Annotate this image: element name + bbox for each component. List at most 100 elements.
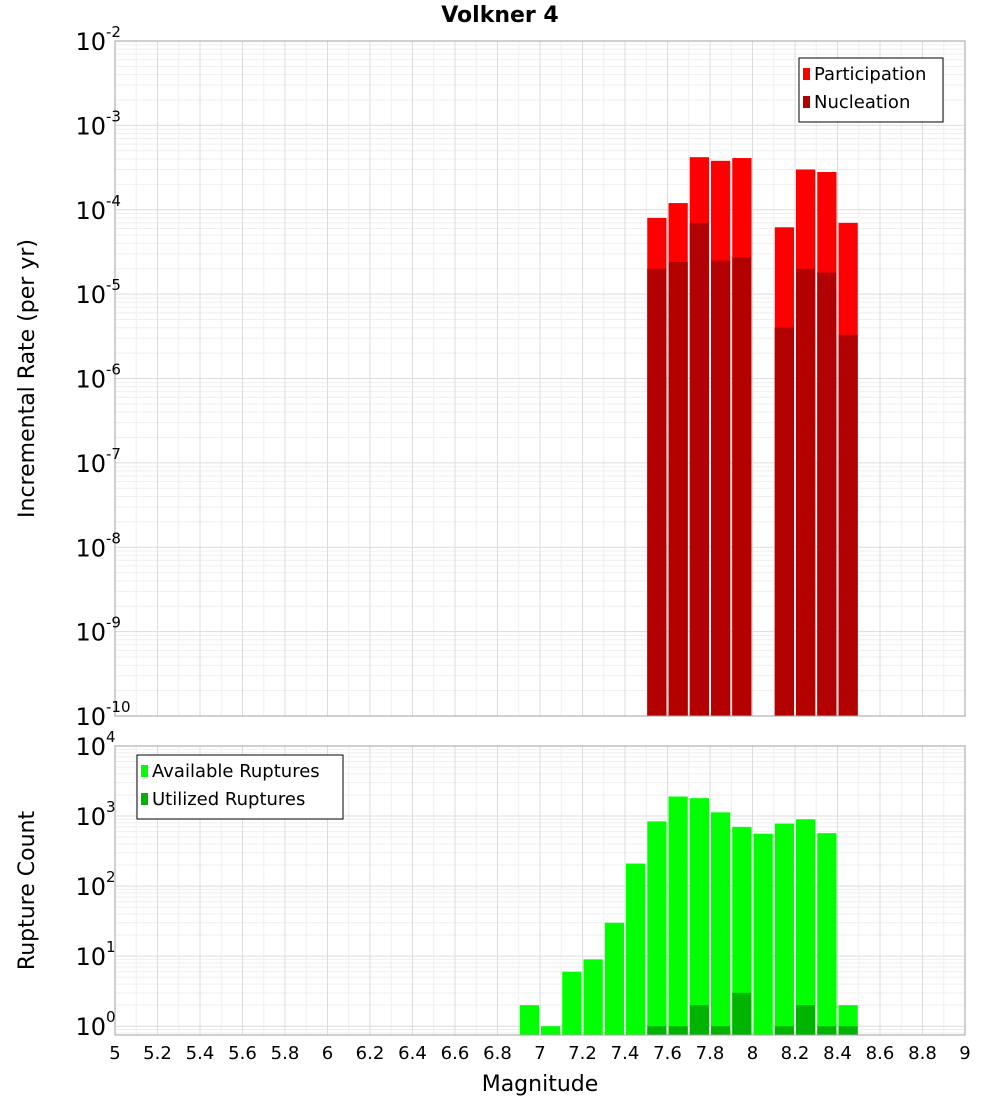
count-y-tick-label: 10 4 <box>75 728 115 761</box>
rate-y-tick-exponent: -4 <box>106 192 121 210</box>
count-x-axis-label: Magnitude <box>482 1072 599 1097</box>
rate-y-tick-exponent: -8 <box>106 529 121 547</box>
rate-y-tick-label: 10 -4 <box>75 192 121 225</box>
count-bar-0-5 <box>626 863 646 1035</box>
count-legend-swatch <box>141 765 148 777</box>
count-bar-0-8 <box>689 798 709 1035</box>
rate-y-tick-base: 10 <box>75 197 106 225</box>
rate-y-tick-label: 10 -3 <box>75 107 121 140</box>
count-x-tick-label: 7 <box>534 1043 545 1064</box>
count-x-tick-label: 5.2 <box>143 1043 172 1064</box>
count-x-tick-label: 7.8 <box>696 1043 725 1064</box>
count-x-tick-label: 6.2 <box>356 1043 385 1064</box>
rate-y-tick-base: 10 <box>75 28 106 56</box>
rate-y-axis-label: Incremental Rate (per yr) <box>15 239 40 518</box>
count-y-tick-label: 10 0 <box>75 1008 115 1041</box>
count-y-tick-base: 10 <box>75 873 106 901</box>
rate-y-tick-base: 10 <box>75 450 106 478</box>
count-bar-0-2 <box>562 971 582 1035</box>
count-x-tick-label: 8.4 <box>823 1043 852 1064</box>
count-x-tick-label: 5 <box>109 1043 120 1064</box>
rate-y-tick-exponent: -6 <box>106 361 121 379</box>
count-y-tick-base: 10 <box>75 943 106 971</box>
rate-y-tick-exponent: -9 <box>106 614 121 632</box>
count-x-tick-label: 6.8 <box>483 1043 512 1064</box>
rate-y-tick-exponent: -2 <box>106 23 121 41</box>
rate-y-tick-base: 10 <box>75 366 106 394</box>
count-x-tick-label: 8.6 <box>866 1043 895 1064</box>
count-bar-0-4 <box>604 922 624 1035</box>
count-y-tick-exponent: 2 <box>106 868 116 886</box>
rate-plot-frame <box>114 40 966 717</box>
count-y-tick-label: 10 1 <box>75 938 115 971</box>
count-bar-0-11 <box>753 833 773 1035</box>
rate-legend-label: Participation <box>814 64 926 85</box>
count-x-tick-label: 5.4 <box>186 1043 215 1064</box>
rate-y-tick-base: 10 <box>75 112 106 140</box>
rate-legend-box <box>798 57 944 123</box>
rate-bar-1-8 <box>838 334 858 716</box>
rate-y-tick-label: 10 -10 <box>75 698 130 731</box>
rate-y-tick-exponent: -10 <box>106 698 131 716</box>
count-bar-0-10 <box>732 826 752 1035</box>
rate-grid <box>114 40 966 717</box>
rate-bar-1-2 <box>689 222 709 716</box>
rate-y-tick-label: 10 -5 <box>75 276 121 309</box>
count-x-tick-label: 6 <box>322 1043 333 1064</box>
rate-y-tick-label: 10 -7 <box>75 445 121 478</box>
count-legend: Available Ruptures Utilized Ruptures <box>136 754 344 820</box>
count-series-1 <box>647 992 858 1035</box>
count-y-tick-exponent: 3 <box>106 798 116 816</box>
count-x-tick-label: 5.6 <box>228 1043 257 1064</box>
rate-bar-1-5 <box>774 327 794 716</box>
count-legend-box <box>136 754 344 820</box>
rate-legend-label: Nucleation <box>814 92 910 113</box>
rate-y-tick-label: 10 -2 <box>75 23 121 56</box>
count-x-tick-label: 8.2 <box>781 1043 810 1064</box>
count-bar-1-6 <box>647 1026 667 1035</box>
count-legend-label: Utilized Ruptures <box>152 789 305 810</box>
chart-title: Volkner 4 <box>441 3 559 28</box>
rate-legend-swatch <box>803 68 810 80</box>
count-bar-1-8 <box>689 1005 709 1035</box>
count-series-0 <box>519 796 858 1035</box>
rate-y-tick-base: 10 <box>75 534 106 562</box>
count-bar-0-7 <box>668 796 688 1035</box>
count-bar-0-6 <box>647 821 667 1035</box>
rate-y-tick-base: 10 <box>75 703 106 731</box>
count-bar-1-15 <box>838 1026 858 1035</box>
rate-series-1 <box>647 222 858 716</box>
count-x-tick-label: 9 <box>959 1043 970 1064</box>
count-x-tick-label: 6.4 <box>398 1043 427 1064</box>
count-y-axis-label: Rupture Count <box>15 811 40 971</box>
count-bar-0-9 <box>711 812 731 1035</box>
rate-bar-1-6 <box>796 268 816 716</box>
count-y-tick-exponent: 0 <box>106 1008 116 1026</box>
rate-legend: Participation Nucleation <box>798 57 944 123</box>
count-y-tick-exponent: 4 <box>106 728 116 746</box>
count-bar-1-7 <box>668 1026 688 1035</box>
rate-y-tick-base: 10 <box>75 619 106 647</box>
rate-y-tick-exponent: -3 <box>106 107 121 125</box>
count-x-tick-label: 6.6 <box>441 1043 470 1064</box>
count-x-tick-label: 5.8 <box>271 1043 300 1064</box>
rate-bar-1-7 <box>817 272 837 716</box>
count-x-tick-label: 7.4 <box>611 1043 640 1064</box>
count-bar-0-12 <box>774 823 794 1035</box>
count-bar-1-10 <box>732 992 752 1035</box>
count-x-ticks: 5 5.2 5.4 5.6 5.8 6 6.2 6.4 6.6 6.8 7 7.2 7.4 7.6 7.8 8… <box>109 1043 970 1064</box>
rate-legend-swatch <box>803 96 810 108</box>
rate-y-tick-base: 10 <box>75 281 106 309</box>
rate-y-tick-exponent: -5 <box>106 276 121 294</box>
count-y-tick-label: 10 2 <box>75 868 115 901</box>
count-bar-0-0 <box>519 1005 539 1035</box>
rate-y-tick-label: 10 -9 <box>75 614 121 647</box>
count-y-tick-base: 10 <box>75 733 106 761</box>
rate-y-tick-label: 10 -6 <box>75 361 121 394</box>
rate-y-tick-label: 10 -8 <box>75 529 121 562</box>
count-y-tick-label: 10 3 <box>75 798 115 831</box>
